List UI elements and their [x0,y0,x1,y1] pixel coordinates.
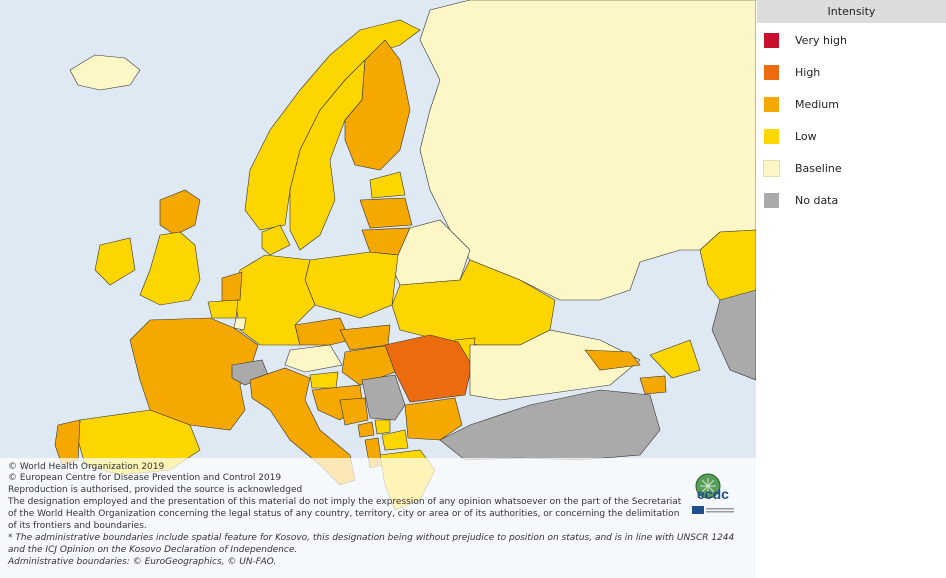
credits-panel: © World Health Organization 2019 © Europ… [0,458,756,578]
region-finland[interactable] [344,39,411,171]
ecdc-logo-icon [692,473,734,514]
region-latvia[interactable] [359,197,413,229]
region-north-macedonia[interactable] [381,429,409,451]
region-montenegro[interactable] [357,421,375,438]
region-luxembourg[interactable] [233,317,247,331]
legend-item-medium: Medium [764,94,839,114]
credit-ecdc: © European Centre for Disease Prevention… [8,473,282,483]
region-kosovo[interactable] [374,419,391,435]
region-armenia[interactable] [639,375,667,395]
region-serbia[interactable] [361,374,406,421]
region-scotland[interactable] [159,189,201,236]
europe-map-svg [54,0,756,511]
region-estonia[interactable] [369,171,406,199]
legend-item-very-high: Very high [764,30,847,50]
credit-disclaimer-1: The designation employed and the present… [8,497,682,507]
legend-item-low: Low [764,126,817,146]
legend-swatch-high [764,64,779,80]
legend-item-baseline: Baseline [763,158,842,178]
region-denmark[interactable] [261,224,291,256]
influenza-intensity-map[interactable] [0,0,756,578]
legend-swatch-very-high [764,32,779,48]
region-belgium[interactable] [207,299,239,319]
legend-label-high: High [795,65,821,79]
region-kazakhstan[interactable] [699,229,756,301]
legend-label-low: Low [795,129,817,143]
region-iceland[interactable] [69,54,141,91]
region-england[interactable] [139,231,201,306]
region-russia-south[interactable] [469,329,641,401]
region-east-no-data[interactable] [711,289,756,381]
credit-disclaimer-3: of its frontiers and boundaries. [8,521,147,531]
legend-label-very-high: Very high [795,33,847,47]
region-georgia[interactable] [584,349,641,371]
legend-swatch-no-data [764,192,779,208]
region-bosnia[interactable] [339,397,369,426]
legend-label-medium: Medium [795,97,839,111]
region-romania[interactable] [384,334,473,403]
legend-swatch-low [764,128,779,144]
credit-reproduction: Reproduction is authorised, provided the… [8,485,303,495]
credit-kosovo-2: and the ICJ Opinion on the Kosovo Declar… [8,545,298,555]
region-slovenia[interactable] [309,371,339,389]
region-turkey[interactable] [439,389,661,461]
legend-item-high: High [764,62,820,82]
region-bulgaria[interactable] [404,397,463,441]
legend-swatch-medium [764,96,779,112]
legend-label-baseline: Baseline [795,161,842,175]
ecdc-logo-text: ecdc [697,486,729,502]
region-austria[interactable] [284,344,343,373]
region-netherlands[interactable] [221,271,243,303]
legend-swatch-baseline [763,159,780,177]
region-poland[interactable] [304,251,399,319]
intensity-legend: Intensity Very high High Medium Low Base… [757,0,946,220]
legend-title: Intensity [757,0,946,23]
legend-label-no-data: No data [795,193,839,207]
credit-disclaimer-2: of the World Health Organization concern… [8,509,680,519]
credit-boundaries: Administrative boundaries: © EuroGeograp… [8,557,277,567]
credit-kosovo-1: * The administrative boundaries include … [8,533,735,543]
region-azerbaijan[interactable] [649,339,701,379]
region-czechia[interactable] [294,317,351,346]
credit-who: © World Health Organization 2019 [8,462,165,472]
region-ireland[interactable] [94,237,136,286]
region-france[interactable] [129,317,259,431]
legend-item-no-data: No data [764,190,838,210]
